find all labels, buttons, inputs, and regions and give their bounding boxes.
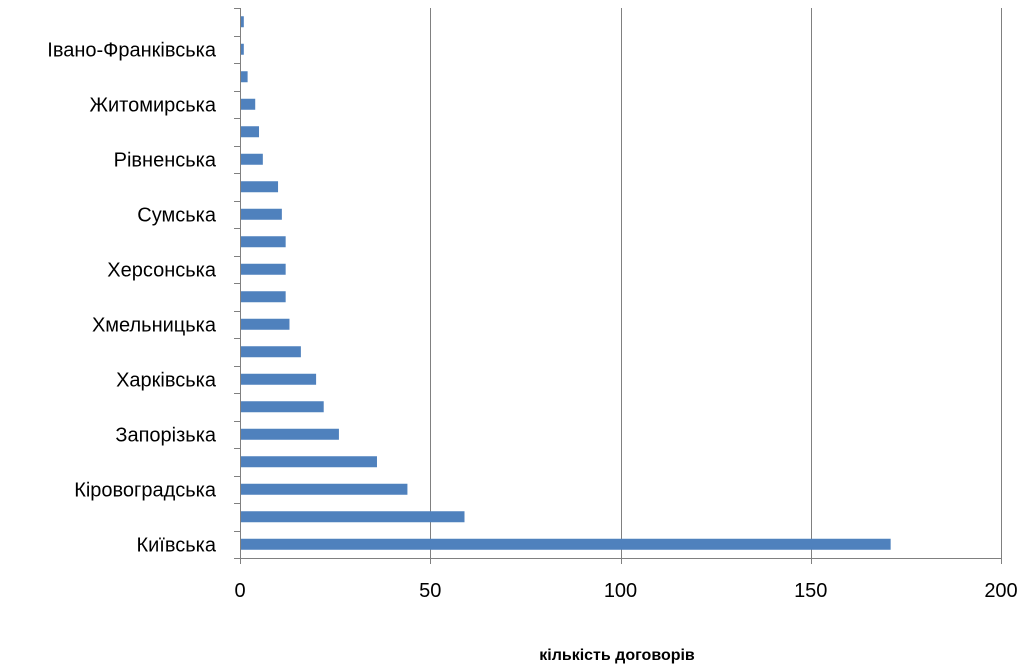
bar-category-16: [241, 126, 260, 138]
axes: [234, 8, 1002, 564]
category-label: Сумська: [137, 204, 217, 226]
value-tick-labels: 0 50 100 150 200: [234, 580, 1017, 602]
category-labels: Київська Кіровоградська Запорізька Харківсь…: [47, 39, 217, 556]
bar-Хмельницька: [241, 318, 290, 330]
x-tick-label: 50: [419, 580, 441, 602]
x-tick-label: 200: [984, 580, 1017, 602]
bar-category-6: [241, 401, 324, 413]
gridlines: [430, 8, 1002, 558]
bar-Харківська: [241, 373, 317, 385]
category-label: Рівненська: [114, 149, 217, 171]
bar-Запорізька: [241, 428, 339, 440]
bar-category-10: [241, 291, 286, 303]
x-axis-title: кількість договорів: [539, 647, 695, 664]
bar-category-8: [241, 346, 301, 358]
bar-category-18: [241, 71, 248, 83]
bar-category-14: [241, 181, 279, 193]
category-label: Київська: [136, 534, 216, 556]
bar-Івано-Франківська: [241, 43, 244, 55]
bar-Сумська: [241, 208, 282, 220]
x-tick-label: 150: [794, 580, 827, 602]
x-tick-label: 0: [234, 580, 245, 602]
bar-Рівненська: [241, 153, 263, 165]
bar-category-12: [241, 236, 286, 248]
category-label: Івано-Франківська: [47, 39, 217, 61]
bar-Житомирська: [241, 98, 256, 110]
category-label: Житомирська: [90, 94, 217, 116]
x-tick-label: 100: [604, 580, 637, 602]
category-label: Запорізька: [115, 424, 217, 446]
category-label: Хмельницька: [92, 314, 217, 336]
category-label: Харківська: [116, 369, 217, 391]
bar-category-4: [241, 456, 377, 468]
bar-category-20: [241, 16, 244, 28]
category-label: Кіровоградська: [74, 479, 217, 501]
bar-series: [241, 16, 891, 550]
bar-Херсонська: [241, 263, 286, 275]
bar-category-2: [241, 511, 465, 523]
bar-Кіровоградська: [241, 483, 408, 495]
bar-Київська: [241, 538, 891, 550]
category-label: Херсонська: [107, 259, 217, 281]
